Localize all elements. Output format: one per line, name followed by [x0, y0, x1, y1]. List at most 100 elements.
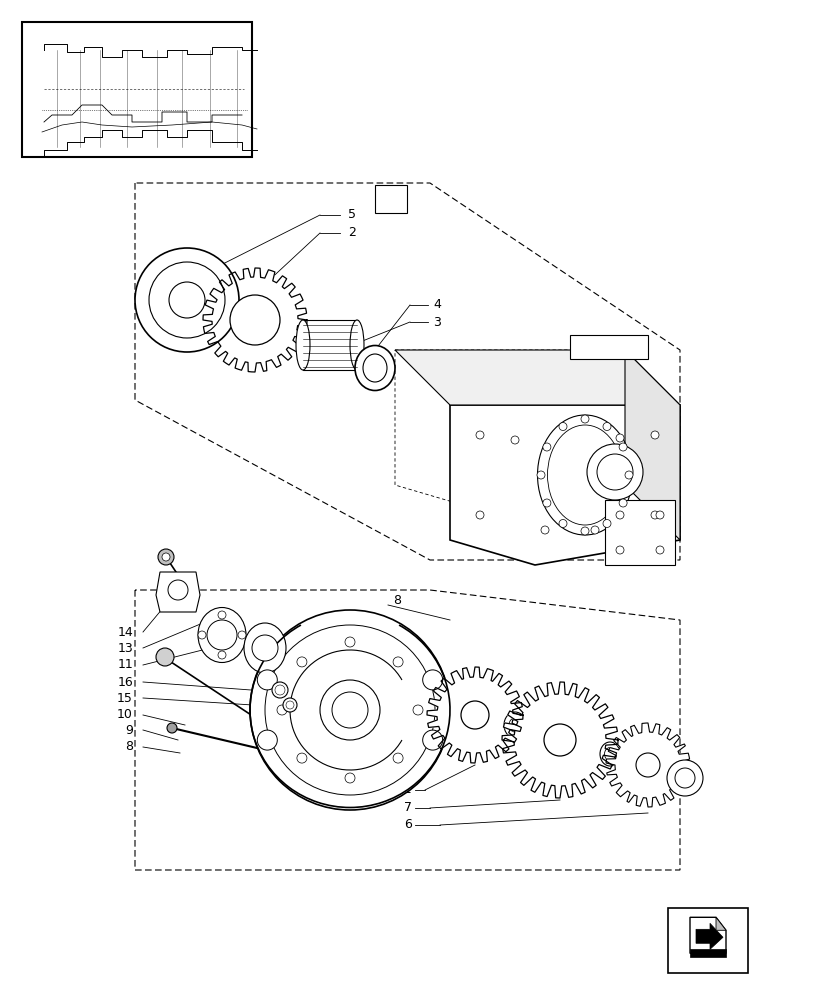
Ellipse shape [355, 346, 394, 390]
Circle shape [615, 511, 624, 519]
Text: 14: 14 [117, 626, 133, 639]
Circle shape [543, 499, 550, 507]
Circle shape [393, 753, 403, 763]
Circle shape [251, 635, 278, 661]
Text: 5: 5 [347, 209, 356, 222]
Circle shape [345, 637, 355, 647]
Circle shape [650, 511, 658, 519]
Circle shape [332, 692, 367, 728]
Circle shape [169, 282, 205, 318]
Circle shape [167, 723, 177, 733]
Circle shape [198, 631, 206, 639]
Circle shape [650, 431, 658, 439]
Circle shape [345, 773, 355, 783]
Circle shape [155, 648, 174, 666]
Ellipse shape [198, 607, 246, 662]
Circle shape [543, 443, 550, 451]
Circle shape [510, 436, 519, 444]
Ellipse shape [504, 712, 525, 738]
Ellipse shape [295, 320, 309, 370]
Circle shape [277, 705, 287, 715]
Circle shape [162, 553, 170, 561]
Circle shape [422, 730, 442, 750]
Circle shape [422, 670, 442, 690]
Circle shape [257, 670, 277, 690]
Text: 3: 3 [433, 316, 440, 328]
Polygon shape [394, 350, 679, 405]
Circle shape [285, 701, 294, 709]
Circle shape [655, 511, 663, 519]
Text: 10: 10 [117, 708, 133, 722]
Circle shape [590, 526, 598, 534]
Text: 8: 8 [125, 740, 133, 754]
Ellipse shape [600, 742, 619, 766]
Circle shape [413, 705, 423, 715]
Text: 1.27.2: 1.27.2 [590, 342, 627, 355]
Circle shape [581, 415, 588, 423]
Circle shape [540, 526, 548, 534]
Polygon shape [501, 682, 617, 798]
Circle shape [476, 431, 484, 439]
Text: 4: 4 [433, 298, 440, 312]
Circle shape [476, 511, 484, 519]
Bar [375, 185, 407, 213]
Polygon shape [605, 723, 689, 807]
Circle shape [237, 631, 246, 639]
Polygon shape [203, 268, 307, 372]
Ellipse shape [350, 320, 364, 370]
Polygon shape [155, 572, 200, 612]
Text: 8: 8 [393, 593, 400, 606]
Circle shape [272, 682, 288, 698]
Circle shape [283, 698, 297, 712]
Polygon shape [624, 350, 679, 540]
Circle shape [624, 471, 632, 479]
Circle shape [250, 610, 449, 810]
Text: 1: 1 [386, 194, 394, 207]
Ellipse shape [362, 354, 386, 382]
Polygon shape [689, 917, 725, 953]
Circle shape [558, 519, 566, 527]
Ellipse shape [604, 748, 614, 760]
Circle shape [655, 546, 663, 554]
Polygon shape [605, 500, 674, 565]
Circle shape [619, 499, 626, 507]
Circle shape [667, 760, 702, 796]
Text: 12: 12 [396, 783, 412, 796]
Circle shape [674, 768, 694, 788]
Polygon shape [427, 667, 523, 763]
Circle shape [275, 685, 284, 695]
Circle shape [602, 519, 610, 527]
Circle shape [257, 730, 277, 750]
Bar [22, 22, 251, 157]
Bar [569, 335, 648, 359]
Circle shape [168, 580, 188, 600]
Circle shape [586, 444, 643, 500]
Circle shape [230, 295, 280, 345]
Circle shape [615, 546, 624, 554]
Circle shape [558, 423, 566, 431]
Text: 9: 9 [125, 724, 133, 736]
Text: 2: 2 [347, 227, 356, 239]
Polygon shape [449, 405, 679, 565]
Polygon shape [696, 923, 722, 949]
Circle shape [393, 657, 403, 667]
Circle shape [602, 423, 610, 431]
Circle shape [581, 527, 588, 535]
Circle shape [543, 724, 576, 756]
Text: 7: 7 [404, 801, 412, 814]
Polygon shape [715, 917, 725, 930]
Ellipse shape [244, 623, 285, 673]
Circle shape [207, 620, 237, 650]
Text: 13: 13 [117, 642, 133, 654]
Circle shape [218, 611, 226, 619]
Circle shape [596, 454, 632, 490]
Circle shape [619, 443, 626, 451]
Ellipse shape [509, 718, 520, 732]
Circle shape [149, 262, 225, 338]
Text: 6: 6 [404, 818, 412, 831]
Polygon shape [689, 949, 725, 957]
Circle shape [135, 248, 239, 352]
Circle shape [461, 701, 489, 729]
Text: 11: 11 [117, 658, 133, 672]
Circle shape [319, 680, 380, 740]
